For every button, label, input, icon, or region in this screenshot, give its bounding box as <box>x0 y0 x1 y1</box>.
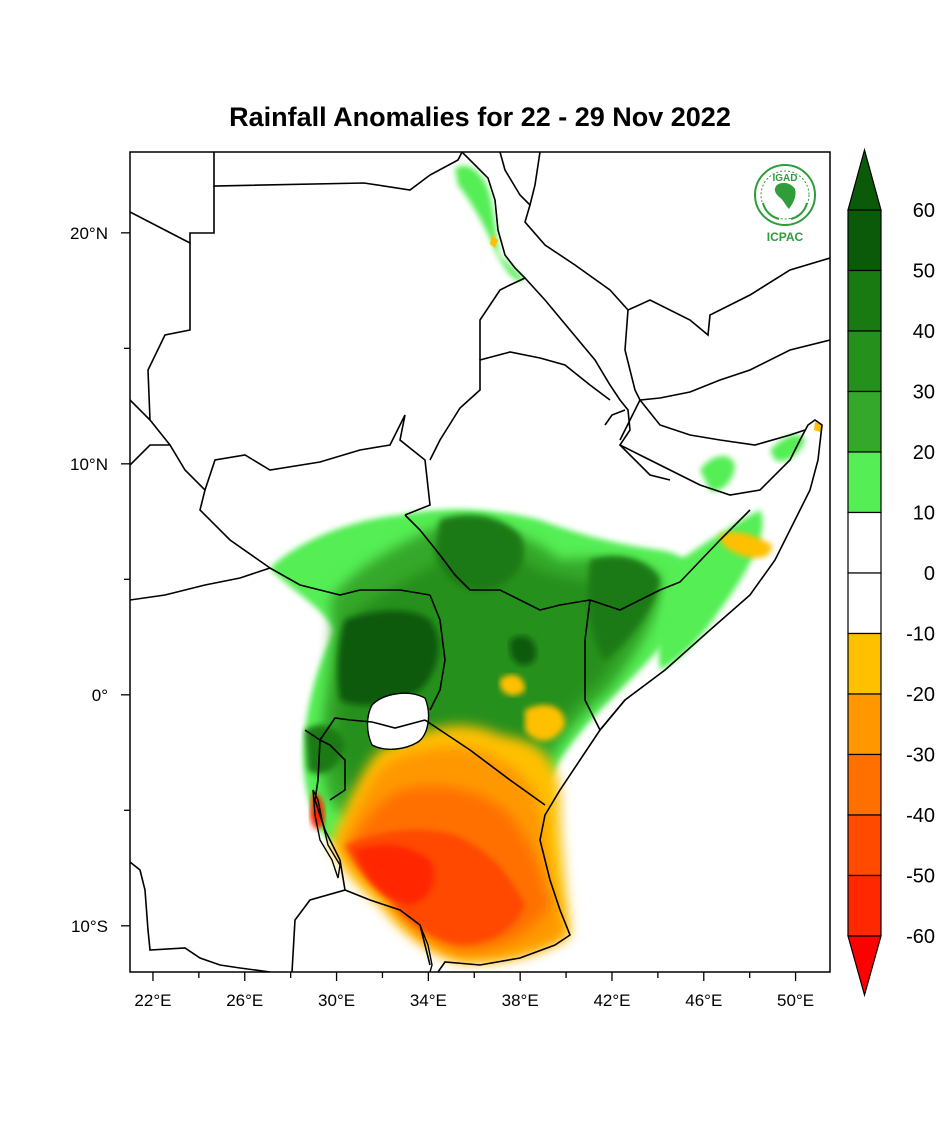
colorbar-top-arrow <box>847 147 882 211</box>
colorbar-bottom-arrow <box>847 935 882 998</box>
colorbar-level-label: 50 <box>913 261 935 283</box>
logo-inner-ring <box>760 170 810 220</box>
green-anomaly-red-sea-coast <box>455 165 525 281</box>
x-tick-label: 42°E <box>593 991 630 1010</box>
igad-icpac-logo: IGAD ICPAC <box>754 164 816 244</box>
map-frame <box>129 151 831 973</box>
colorbar-segment <box>847 874 882 937</box>
lake-victoria <box>367 693 429 750</box>
negative-anomaly-kenya-coast <box>525 705 565 741</box>
x-tick-label: 22°E <box>134 991 171 1010</box>
colorbar-level-label: -20 <box>906 684 935 706</box>
green-anomaly-somaliland <box>700 455 735 491</box>
logo-africa-shape <box>774 182 796 209</box>
colorbar-level-label: 40 <box>913 321 935 343</box>
negative-anomaly-regions <box>310 235 822 963</box>
green-anomaly-turkana <box>510 636 536 666</box>
y-tick-label: 0° <box>92 686 108 705</box>
colorbar-level-label: 0 <box>924 563 935 585</box>
colorbar-segment <box>847 511 882 574</box>
rainfall-anomaly-field <box>130 152 830 972</box>
colorbar: 60 50 40 30 20 10 0 -10 -20 -30 -40 -50 -60 <box>847 147 935 998</box>
map-plot-area: 22°E 26°E 30°E 34°E 38°E 42°E 46°E 50°E 20°N 10°N… <box>70 151 831 1010</box>
x-tick-label: 26°E <box>226 991 263 1010</box>
axis-ticks: 22°E 26°E 30°E 34°E 38°E 42°E 46°E 50°E 20°N 10°N… <box>70 224 814 1010</box>
x-tick-label: 46°E <box>685 991 722 1010</box>
green-anomaly-40-50-ethiopia <box>435 515 524 591</box>
y-tick-label: 20°N <box>70 224 108 243</box>
logo-igad-text: IGAD <box>773 173 798 184</box>
colorbar-segment <box>847 632 882 695</box>
lake-outlines <box>312 692 433 972</box>
colorbar-segment <box>847 269 882 332</box>
green-anomaly-50-60-lake-albert <box>337 610 439 706</box>
negative-anomaly-red-sea <box>490 235 498 248</box>
colorbar-level-label: 10 <box>913 503 935 525</box>
x-tick-label: 30°E <box>318 991 355 1010</box>
colorbar-segment <box>847 693 882 756</box>
country-borders <box>130 152 751 972</box>
y-tick-label: 10°S <box>71 917 108 936</box>
colorbar-segment <box>847 209 882 272</box>
green-anomaly-horn-tip <box>770 434 805 462</box>
colorbar-level-label: -40 <box>906 805 935 827</box>
coastlines <box>437 152 830 972</box>
colorbar-level-label: 20 <box>913 442 935 464</box>
x-tick-label: 50°E <box>777 991 814 1010</box>
logo-icpac-text: ICPAC <box>767 230 804 244</box>
negative-anomaly-kenya-patch <box>500 674 525 696</box>
colorbar-level-label: -60 <box>906 926 935 948</box>
colorbar-level-label: -30 <box>906 745 935 767</box>
colorbar-segment <box>847 451 882 514</box>
y-tick-label: 10°N <box>70 455 108 474</box>
colorbar-segment <box>847 330 882 393</box>
logo-laurel <box>762 202 808 220</box>
map-title: Rainfall Anomalies for 22 - 29 Nov 2022 <box>229 102 731 132</box>
colorbar-level-label: 30 <box>913 382 935 404</box>
colorbar-level-label: -10 <box>906 624 935 646</box>
colorbar-level-label: -50 <box>906 866 935 888</box>
colorbar-segment <box>847 753 882 816</box>
x-tick-label: 38°E <box>502 991 539 1010</box>
colorbar-segment <box>847 572 882 635</box>
x-tick-label: 34°E <box>410 991 447 1010</box>
colorbar-segment <box>847 390 882 453</box>
negative-anomaly-minus50-60 <box>355 844 434 905</box>
colorbar-level-label: 60 <box>913 200 935 222</box>
negative-anomaly-somalia <box>720 532 772 558</box>
colorbar-segment <box>847 814 882 877</box>
